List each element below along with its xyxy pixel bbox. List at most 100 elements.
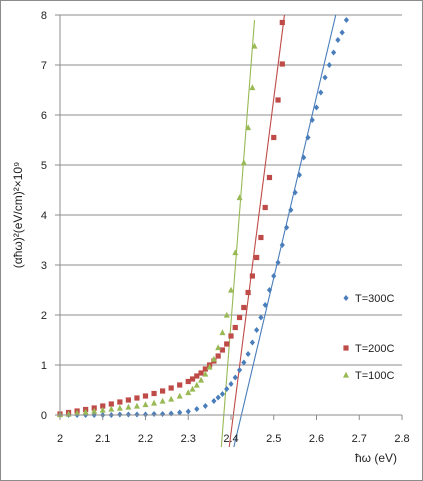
point-0-18: [211, 398, 217, 404]
point-0-34: [279, 242, 285, 248]
x-tick-label-2: 2.2: [138, 433, 153, 445]
point-1-31: [254, 254, 260, 261]
point-0-47: [335, 37, 341, 43]
point-0-31: [266, 287, 273, 293]
point-0-17: [202, 403, 208, 409]
point-2-8: [125, 403, 132, 410]
point-0-20: [219, 391, 226, 397]
point-1-14: [177, 382, 183, 388]
point-0-16: [194, 406, 200, 412]
point-2-27: [236, 194, 243, 201]
point-2-26: [232, 249, 239, 256]
x-tick-label-4: 2.4: [223, 433, 238, 445]
point-2-22: [215, 344, 222, 351]
x-tick-label-7: 2.7: [352, 433, 367, 445]
axes: [55, 14, 403, 420]
legend-label-1: T=200C: [355, 343, 394, 355]
point-1-27: [236, 314, 243, 321]
point-1-24: [224, 341, 230, 347]
y-tick-label-6: 6: [41, 110, 47, 122]
point-0-42: [313, 104, 320, 111]
legend: T=300C T=200C T=100C: [343, 293, 394, 382]
point-1-36: [275, 97, 281, 103]
point-1-25: [228, 333, 234, 339]
x-tick-label-5: 2.5: [266, 433, 281, 445]
point-2-13: [168, 395, 175, 402]
point-1-33: [262, 204, 268, 211]
point-1-26: [232, 324, 238, 331]
point-2-14: [176, 392, 183, 399]
point-2-19: [202, 370, 209, 377]
point-0-24: [236, 367, 243, 373]
data-points: [57, 17, 350, 418]
legend-marker-0: [343, 295, 349, 301]
point-1-35: [271, 134, 277, 141]
point-extra-1: [279, 19, 285, 26]
point-0-22: [228, 381, 234, 387]
y-tick-label-7: 7: [41, 60, 47, 72]
point-2-5: [99, 406, 106, 413]
point-0-14: [177, 409, 183, 416]
point-0-37: [292, 189, 298, 196]
point-1-22: [215, 353, 221, 359]
y-tick-label-4: 4: [41, 210, 47, 222]
point-1-6: [108, 401, 114, 407]
point-2-20: [206, 363, 213, 370]
point-2-16: [189, 385, 196, 392]
point-0-48: [339, 29, 345, 36]
point-1-9: [134, 395, 140, 401]
y-tick-label-2: 2: [41, 310, 47, 322]
point-0-40: [305, 134, 311, 141]
point-0-27: [249, 339, 255, 346]
point-0-49: [343, 17, 350, 23]
point-2-11: [151, 399, 158, 406]
point-1-16: [189, 376, 196, 382]
point-2-18: [198, 376, 205, 383]
point-0-15: [185, 408, 191, 415]
point-1-10: [142, 393, 149, 399]
point-0-25: [241, 359, 247, 366]
point-1-13: [168, 385, 174, 391]
point-0-29: [258, 314, 264, 321]
point-2-23: [219, 329, 226, 336]
point-1-28: [241, 304, 247, 311]
y-tick-label-1: 1: [41, 360, 47, 372]
point-2-10: [142, 401, 149, 408]
point-2-21: [210, 355, 217, 362]
point-2-4: [91, 407, 98, 414]
point-1-5: [100, 403, 106, 409]
legend-marker-1: [343, 345, 349, 351]
point-1-37: [279, 61, 285, 67]
point-1-32: [258, 234, 264, 241]
x-tick-label-8: 2.8: [394, 433, 409, 445]
point-0-35: [283, 224, 290, 231]
point-0-28: [254, 327, 260, 333]
point-2-7: [116, 404, 123, 411]
point-1-7: [117, 399, 123, 405]
point-0-43: [318, 89, 324, 96]
point-0-23: [232, 374, 238, 381]
point-0-46: [331, 49, 337, 56]
point-0-21: [224, 386, 230, 392]
x-axis-label: ħω (eV): [355, 451, 397, 465]
point-1-19: [202, 366, 208, 372]
point-0-41: [309, 117, 315, 123]
fit-line-T=300C: [233, 14, 337, 447]
series-T=100C: [57, 84, 256, 418]
point-0-32: [271, 273, 277, 279]
point-0-30: [262, 302, 268, 308]
point-2-24: [223, 311, 230, 318]
point-1-30: [249, 273, 255, 279]
y-tick-label-0: 0: [41, 410, 47, 422]
point-0-45: [326, 62, 332, 68]
point-2-29: [245, 124, 252, 131]
point-0-39: [301, 154, 307, 161]
y-tick-label-5: 5: [41, 160, 47, 172]
point-2-6: [108, 405, 115, 412]
y-tick-label-8: 8: [41, 10, 47, 22]
point-0-38: [296, 172, 302, 178]
x-tick-label-1: 2.1: [95, 433, 110, 445]
legend-label-2: T=100C: [355, 370, 394, 382]
